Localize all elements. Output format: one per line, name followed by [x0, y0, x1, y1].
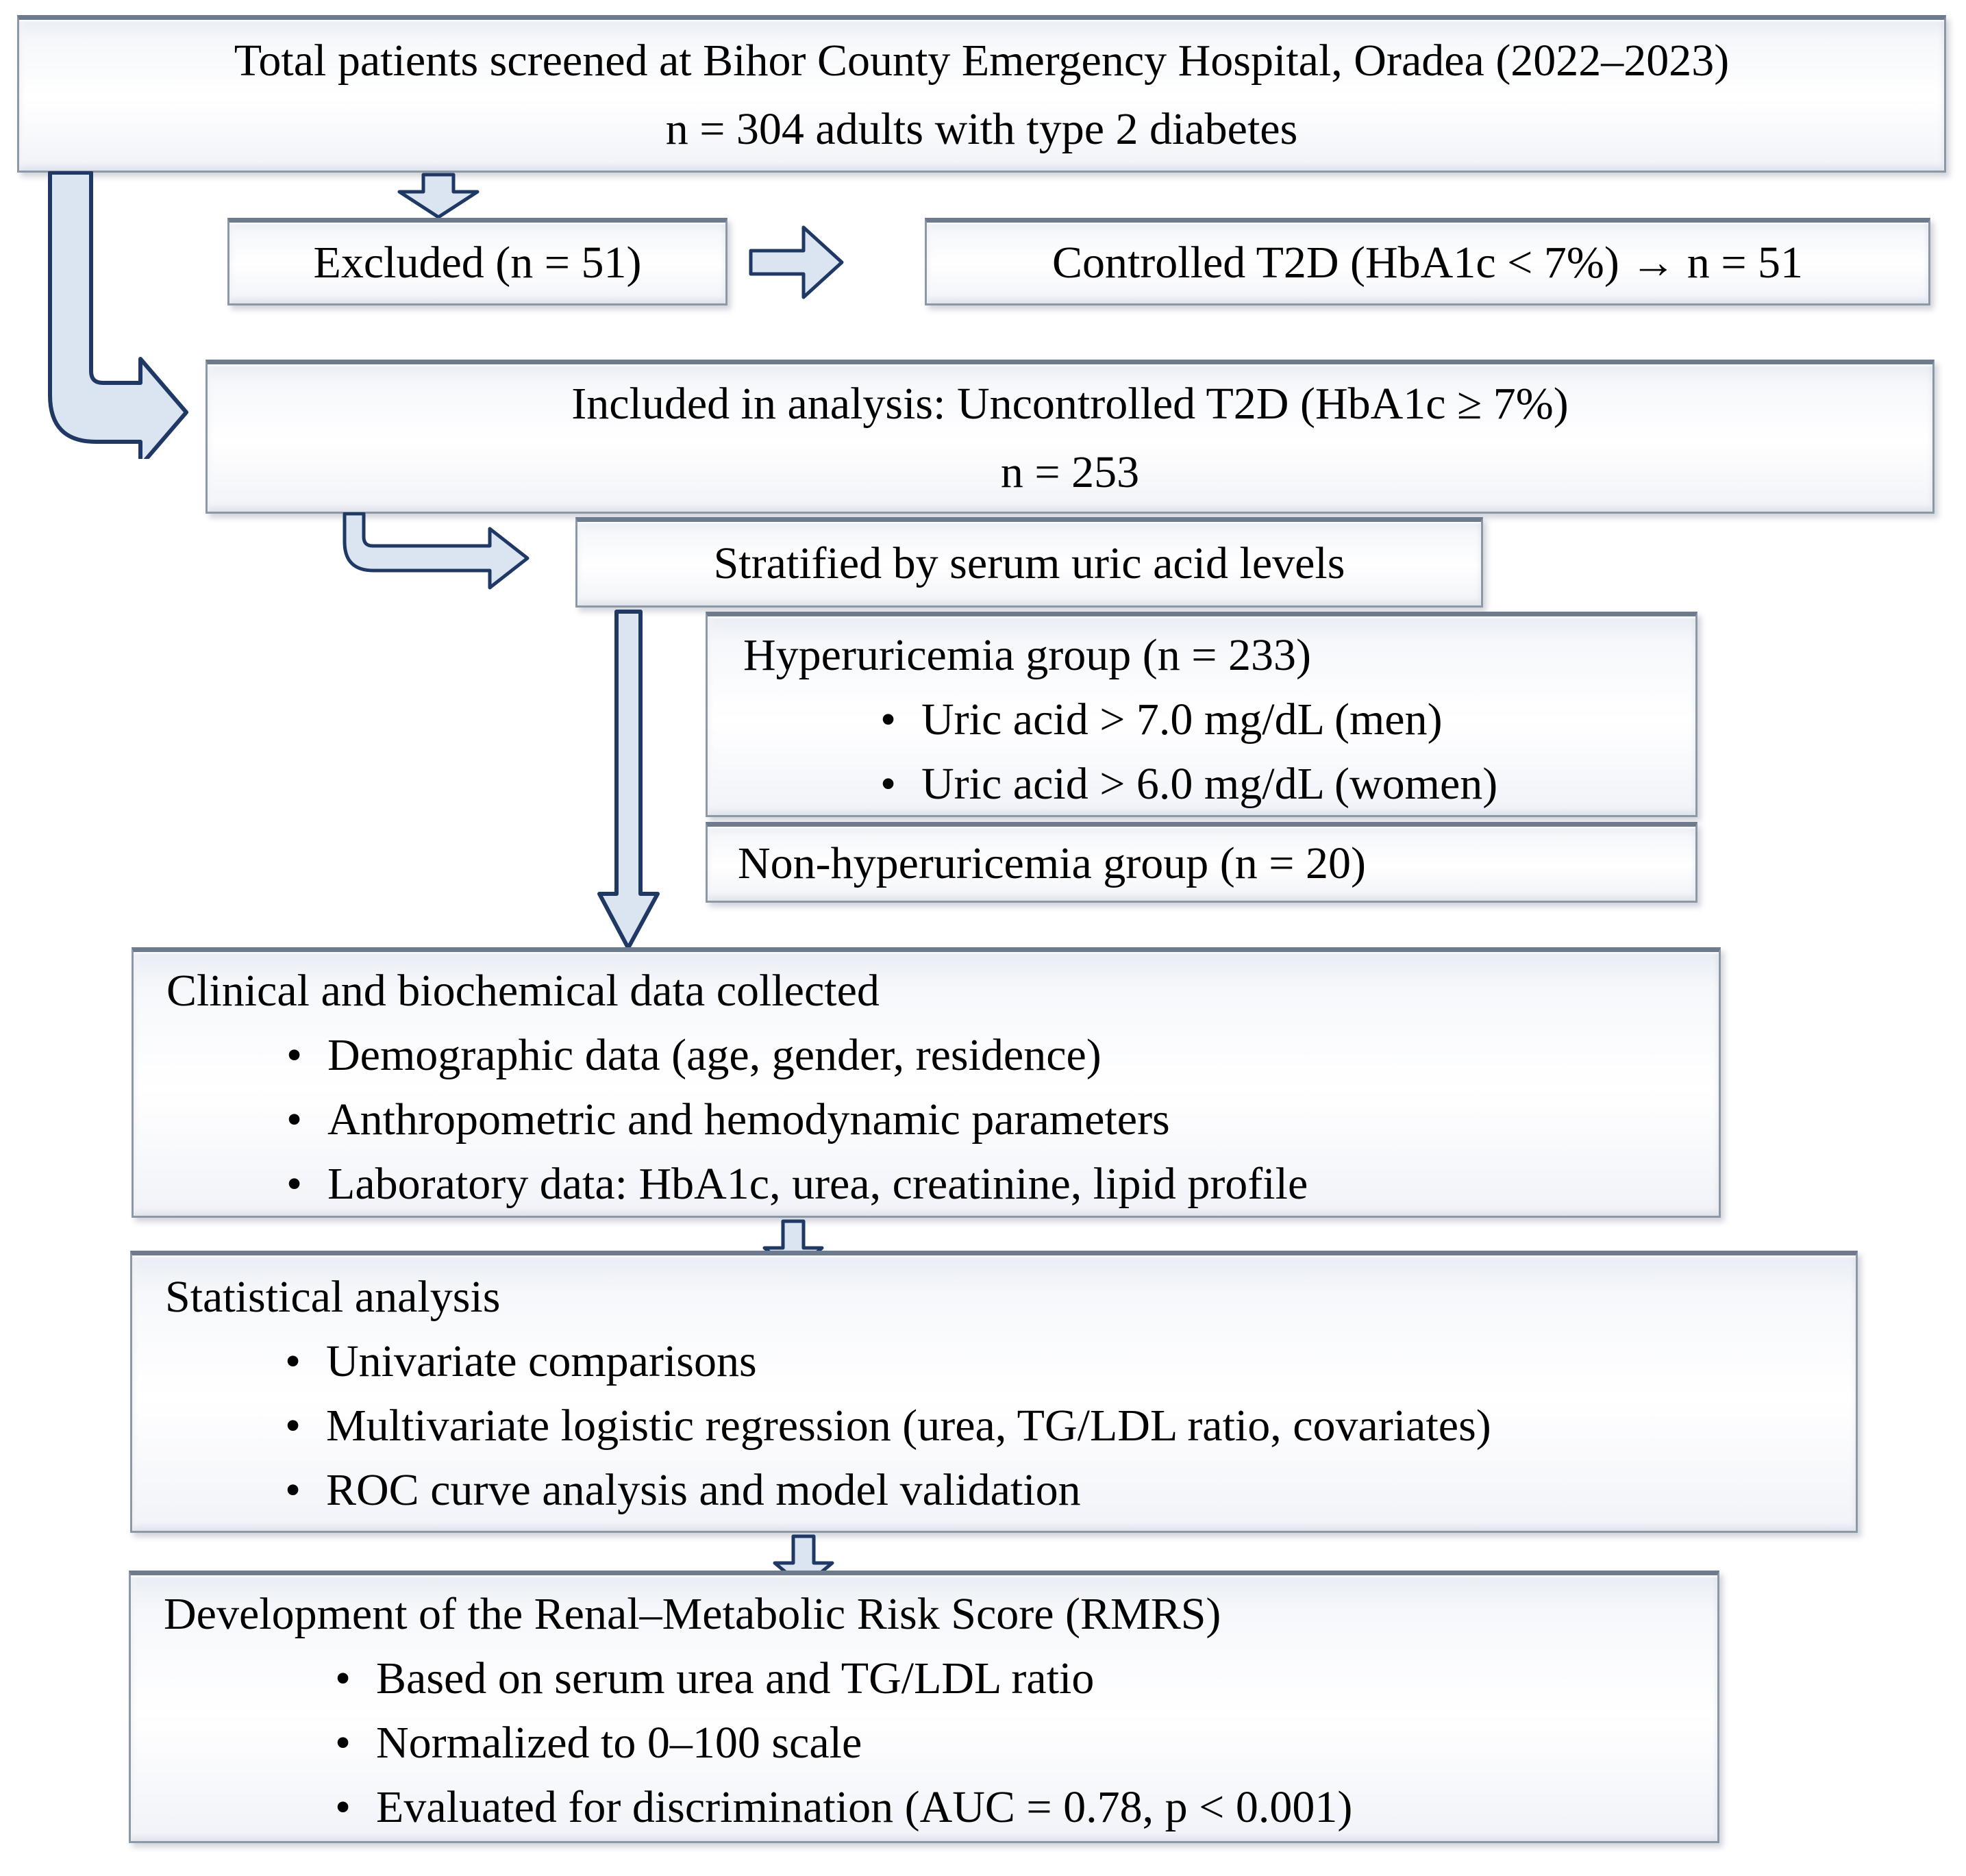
statistical-bullet-2: Multivariate logistic regression (urea, …: [326, 1401, 1491, 1451]
rmrs-title: Development of the Renal–Metabolic Risk …: [164, 1589, 1221, 1639]
included-line1: Included in analysis: Uncontrolled T2D (…: [571, 378, 1569, 429]
included-box: Included in analysis: Uncontrolled T2D (…: [206, 360, 1934, 514]
elbow-right-arrow-small-icon: [343, 512, 530, 590]
bullet-icon: •: [286, 1159, 303, 1209]
non-hyperuricemia-label: Non-hyperuricemia group (n = 20): [738, 838, 1366, 888]
total-screened-line2: n = 304 adults with type 2 diabetes: [665, 104, 1298, 154]
clinical-data-title: Clinical and biochemical data collected: [166, 966, 880, 1016]
clinical-data-box: Clinical and biochemical data collected …: [132, 947, 1721, 1218]
bullet-item: • Uric acid > 7.0 mg/dL (men): [880, 688, 1695, 752]
bullet-icon: •: [285, 1401, 301, 1451]
statistical-analysis-box: Statistical analysis • Univariate compar…: [130, 1251, 1858, 1533]
bullet-icon: •: [880, 695, 897, 745]
bullet-item: • Demographic data (age, gender, residen…: [286, 1023, 1719, 1088]
hyperuricemia-bullet-2: Uric acid > 6.0 mg/dL (women): [921, 759, 1498, 809]
bullet-icon: •: [286, 1095, 303, 1145]
bullet-item: • Normalized to 0–100 scale: [335, 1711, 1717, 1775]
statistical-bullet-3: ROC curve analysis and model validation: [326, 1465, 1081, 1515]
bullet-icon: •: [335, 1718, 351, 1768]
non-hyperuricemia-box: Non-hyperuricemia group (n = 20): [706, 822, 1697, 903]
long-down-arrow-icon: [597, 610, 660, 950]
stratified-box: Stratified by serum uric acid levels: [575, 517, 1483, 608]
excluded-box: Excluded (n = 51): [227, 218, 727, 305]
total-screened-box: Total patients screened at Bihor County …: [17, 15, 1946, 173]
bullet-item: • Based on serum urea and TG/LDL ratio: [335, 1647, 1717, 1711]
bullet-icon: •: [880, 759, 897, 809]
rmrs-bullet-1: Based on serum urea and TG/LDL ratio: [376, 1653, 1095, 1703]
bullet-item: • Laboratory data: HbA1c, urea, creatini…: [286, 1152, 1719, 1216]
excluded-label: Excluded (n = 51): [313, 238, 642, 288]
bullet-item: • Multivariate logistic regression (urea…: [285, 1394, 1856, 1458]
clinical-bullet-3: Laboratory data: HbA1c, urea, creatinine…: [327, 1159, 1308, 1209]
controlled-t2d-label: Controlled T2D (HbA1c < 7%) → n = 51: [1052, 238, 1804, 288]
statistical-bullet-1: Univariate comparisons: [326, 1336, 757, 1386]
bullet-item: • Uric acid > 6.0 mg/dL (women): [880, 752, 1695, 816]
clinical-bullet-1: Demographic data (age, gender, residence…: [327, 1030, 1102, 1080]
bullet-icon: •: [335, 1782, 351, 1832]
stratified-label: Stratified by serum uric acid levels: [713, 538, 1345, 588]
bullet-item: • ROC curve analysis and model validatio…: [285, 1458, 1856, 1523]
hyperuricemia-title: Hyperuricemia group (n = 233): [743, 630, 1311, 680]
hyperuricemia-bullet-1: Uric acid > 7.0 mg/dL (men): [921, 695, 1443, 745]
rmrs-bullet-2: Normalized to 0–100 scale: [376, 1718, 862, 1768]
bullet-icon: •: [286, 1030, 303, 1080]
bullet-icon: •: [335, 1653, 351, 1703]
controlled-t2d-box: Controlled T2D (HbA1c < 7%) → n = 51: [925, 218, 1930, 305]
bullet-item: • Univariate comparisons: [285, 1329, 1856, 1394]
included-line2: n = 253: [1000, 447, 1140, 497]
bullet-item: • Evaluated for discrimination (AUC = 0.…: [335, 1775, 1717, 1840]
elbow-right-arrow-icon: [48, 171, 188, 459]
bullet-icon: •: [285, 1465, 301, 1515]
hyperuricemia-box: Hyperuricemia group (n = 233) • Uric aci…: [706, 612, 1697, 817]
down-arrow-icon: [397, 173, 480, 219]
rmrs-box: Development of the Renal–Metabolic Risk …: [129, 1571, 1719, 1843]
statistical-analysis-title: Statistical analysis: [165, 1272, 501, 1322]
clinical-bullet-2: Anthropometric and hemodynamic parameter…: [327, 1095, 1170, 1145]
bullet-icon: •: [285, 1336, 301, 1386]
rmrs-bullet-3: Evaluated for discrimination (AUC = 0.78…: [376, 1782, 1353, 1832]
right-arrow-icon: [749, 225, 844, 299]
total-screened-line1: Total patients screened at Bihor County …: [234, 36, 1730, 86]
bullet-item: • Anthropometric and hemodynamic paramet…: [286, 1088, 1719, 1152]
